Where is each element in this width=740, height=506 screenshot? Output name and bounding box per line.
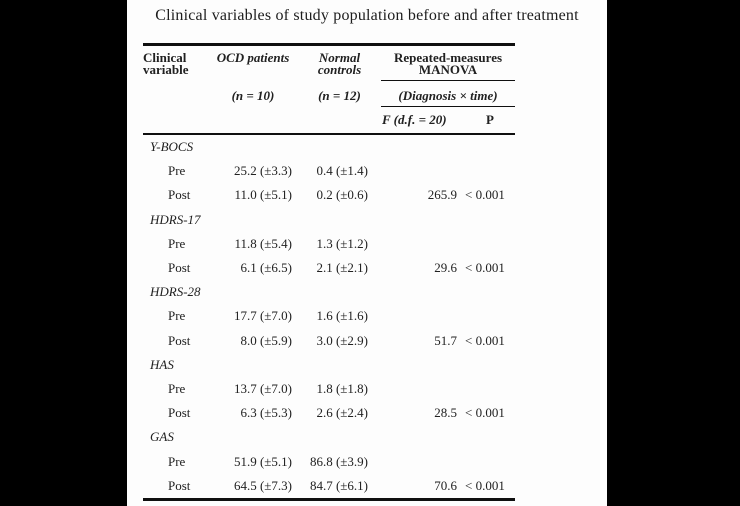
row-label: Post: [168, 477, 191, 493]
row-label: Post: [168, 405, 191, 421]
table-row: Post 64.5 (±7.3) 84.7 (±6.1) 70.6 < 0.00…: [143, 474, 515, 498]
table-row: Pre 11.8 (±5.4) 1.3 (±1.2): [143, 232, 515, 256]
row-label: Pre: [168, 163, 186, 179]
table-row: Pre 51.9 (±5.1) 86.8 (±3.9): [143, 449, 515, 473]
table-header-row-3: F (d.f. = 20) P: [143, 107, 515, 133]
p-value: < 0.001: [465, 332, 505, 348]
row-label: Pre: [168, 235, 186, 251]
p-value: < 0.001: [465, 405, 505, 421]
header-clinical-line2: variable: [143, 62, 189, 77]
header-f-statistic: F (d.f. = 20): [382, 111, 447, 127]
f-value: 265.9: [427, 187, 457, 203]
table-row: Post 8.0 (±5.9) 3.0 (±2.9) 51.7 < 0.001: [143, 329, 515, 353]
section-row-ybocs: Y-BOCS: [143, 135, 515, 159]
header-manova-line2: MANOVA: [418, 62, 478, 77]
ocd-value: 17.7 (±7.0): [233, 308, 292, 324]
control-value: 2.6 (±2.4): [316, 405, 368, 421]
section-row-gas: GAS: [143, 425, 515, 449]
header-manova-group: Repeated-measures MANOVA: [381, 46, 515, 81]
f-value: 29.6: [434, 260, 457, 276]
section-label: Y-BOCS: [150, 139, 194, 155]
ocd-value: 25.2 (±3.3): [233, 163, 292, 179]
table-row: Pre 17.7 (±7.0) 1.6 (±1.6): [143, 304, 515, 328]
p-value: < 0.001: [465, 260, 505, 276]
header-manova-line1: Repeated-measures: [393, 49, 503, 65]
table-top-rule: [143, 43, 515, 46]
header-clinical-line1: Clinical: [143, 49, 187, 65]
control-value: 1.8 (±1.8): [316, 380, 368, 396]
p-value: < 0.001: [465, 187, 505, 203]
ocd-value: 8.0 (±5.9): [240, 332, 292, 348]
control-value: 0.4 (±1.4): [316, 163, 368, 179]
section-row-hdrs28: HDRS-28: [143, 280, 515, 304]
section-label: HDRS-28: [150, 284, 201, 300]
control-value: 86.8 (±3.9): [309, 453, 368, 469]
table-bottom-rule: [143, 497, 515, 501]
section-row-has: HAS: [143, 353, 515, 377]
header-clinical-variable: Clinical variable: [143, 46, 208, 81]
ocd-value: 64.5 (±7.3): [233, 477, 292, 493]
table-header-row-2: (n = 10) (n = 12) (Diagnosis × time): [143, 81, 515, 107]
header-ocd-patients: OCD patients: [216, 49, 290, 65]
header-diagnosis-time: (Diagnosis × time): [381, 81, 515, 107]
row-label: Pre: [168, 453, 186, 469]
control-value: 1.6 (±1.6): [316, 308, 368, 324]
header-p-value: P: [486, 111, 494, 127]
row-label: Post: [168, 260, 191, 276]
section-row-hdrs17: HDRS-17: [143, 208, 515, 232]
ocd-value: 11.0 (±5.1): [234, 187, 292, 203]
header-normal-n: (n = 12): [318, 87, 361, 103]
f-value: 51.7: [434, 332, 457, 348]
p-value: < 0.001: [465, 477, 505, 493]
ocd-value: 6.1 (±6.5): [240, 260, 292, 276]
control-value: 0.2 (±0.6): [316, 187, 368, 203]
f-value: 28.5: [434, 405, 457, 421]
control-value: 2.1 (±2.1): [316, 260, 368, 276]
header-spacer: [143, 81, 208, 107]
header-ocd-n: (n = 10): [231, 87, 275, 103]
header-normal-line2: controls: [317, 62, 362, 77]
header-normal-controls: Normal controls: [298, 46, 381, 81]
section-label: GAS: [150, 429, 174, 445]
table-row: Pre 25.2 (±3.3) 0.4 (±1.4): [143, 159, 515, 183]
clinical-table: Clinical variable OCD patients Normal co…: [143, 43, 515, 501]
control-value: 1.3 (±1.2): [316, 235, 368, 251]
ocd-value: 13.7 (±7.0): [233, 380, 292, 396]
table-title: Clinical variables of study population b…: [155, 7, 579, 24]
table-row: Post 6.3 (±5.3) 2.6 (±2.4) 28.5 < 0.001: [143, 401, 515, 425]
table-row: Post 11.0 (±5.1) 0.2 (±0.6) 265.9 < 0.00…: [143, 183, 515, 207]
section-label: HAS: [150, 356, 174, 372]
table-row: Post 6.1 (±6.5) 2.1 (±2.1) 29.6 < 0.001: [143, 256, 515, 280]
table-header-bottom-rule: [143, 132, 515, 135]
row-label: Pre: [168, 380, 186, 396]
row-label: Pre: [168, 308, 186, 324]
row-label: Post: [168, 332, 191, 348]
ocd-value: 6.3 (±5.3): [240, 405, 292, 421]
control-value: 84.7 (±6.1): [309, 477, 368, 493]
control-value: 3.0 (±2.9): [316, 332, 368, 348]
document-page: Clinical variables of study population b…: [127, 0, 607, 506]
f-value: 70.6: [434, 477, 457, 493]
section-label: HDRS-17: [150, 211, 201, 227]
header-normal-line1: Normal: [318, 49, 361, 65]
ocd-value: 11.8 (±5.4): [234, 235, 292, 251]
ocd-value: 51.9 (±5.1): [233, 453, 292, 469]
row-label: Post: [168, 187, 191, 203]
table-row: Pre 13.7 (±7.0) 1.8 (±1.8): [143, 377, 515, 401]
table-header-row-1: Clinical variable OCD patients Normal co…: [143, 46, 515, 81]
